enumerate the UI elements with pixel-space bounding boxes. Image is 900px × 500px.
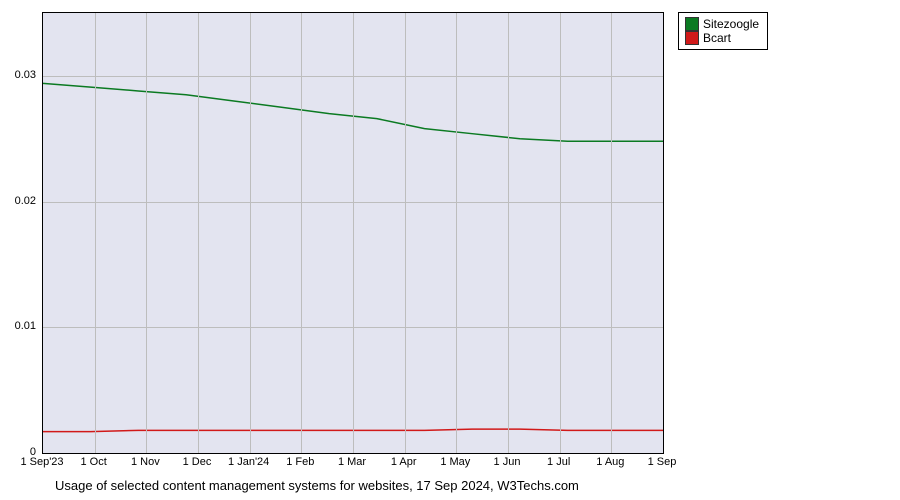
caption-text: Usage of selected content management sys… (55, 478, 579, 493)
grid-line-vertical (508, 13, 509, 453)
legend-label: Sitezoogle (703, 17, 759, 31)
legend-label: Bcart (703, 31, 731, 45)
legend-item: Bcart (685, 31, 759, 45)
grid-line-vertical (405, 13, 406, 453)
legend-swatch (685, 17, 699, 31)
x-tick-label: 1 Apr (391, 456, 417, 468)
grid-line-vertical (353, 13, 354, 453)
legend: SitezoogleBcart (678, 12, 768, 50)
x-tick-label: 1 Dec (183, 456, 212, 468)
x-tick-label: 1 Jun (494, 456, 521, 468)
x-tick-label: 1 Feb (286, 456, 314, 468)
grid-line-vertical (146, 13, 147, 453)
grid-line-vertical (301, 13, 302, 453)
grid-line-horizontal (43, 76, 663, 77)
chart-caption: Usage of selected content management sys… (55, 478, 579, 493)
grid-line-horizontal (43, 327, 663, 328)
x-tick-label: 1 May (440, 456, 470, 468)
x-tick-label: 1 Oct (81, 456, 107, 468)
y-tick-label: 0.03 (0, 69, 36, 81)
grid-line-vertical (611, 13, 612, 453)
chart-container: SitezoogleBcart Usage of selected conten… (0, 0, 900, 500)
grid-line-vertical (560, 13, 561, 453)
x-tick-label: 1 Nov (131, 456, 160, 468)
x-tick-label: 1 Jan'24 (228, 456, 269, 468)
grid-line-horizontal (43, 202, 663, 203)
y-tick-label: 0.02 (0, 195, 36, 207)
x-tick-label: 1 Sep (648, 456, 677, 468)
grid-line-vertical (456, 13, 457, 453)
y-tick-label: 0 (0, 446, 36, 458)
x-tick-label: 1 Jul (547, 456, 570, 468)
y-tick-label: 0.01 (0, 320, 36, 332)
grid-line-vertical (198, 13, 199, 453)
grid-line-vertical (95, 13, 96, 453)
x-tick-label: 1 Mar (338, 456, 366, 468)
legend-item: Sitezoogle (685, 17, 759, 31)
x-tick-label: 1 Aug (596, 456, 624, 468)
legend-swatch (685, 31, 699, 45)
plot-area (42, 12, 664, 454)
grid-line-vertical (250, 13, 251, 453)
